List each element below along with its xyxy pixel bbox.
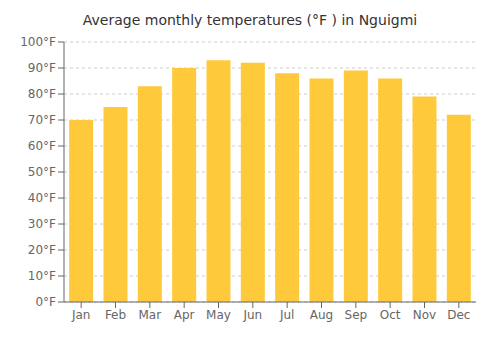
svg-text:60°F: 60°F [28,139,56,153]
svg-text:10°F: 10°F [28,269,56,283]
svg-text:100°F: 100°F [20,35,56,49]
svg-text:Dec: Dec [447,308,470,322]
svg-text:Feb: Feb [105,308,126,322]
svg-text:40°F: 40°F [28,191,56,205]
svg-text:0°F: 0°F [35,295,56,309]
svg-text:70°F: 70°F [28,113,56,127]
html-text:Average monthly temperatures (: Average monthly temperatures (°F ) in Ng… [82,12,418,28]
svg-text:30°F: 30°F [28,217,56,231]
svg-text:Aug: Aug [310,308,333,322]
svg-text:Sep: Sep [345,308,368,322]
svg-text:Jun: Jun [242,308,262,322]
svg-text:80°F: 80°F [28,87,56,101]
svg-text:Oct: Oct [380,308,401,322]
svg-text:Mar: Mar [139,308,162,322]
svg-text:May: May [206,308,231,322]
svg-text:Apr: Apr [174,308,195,322]
svg-text:Jan: Jan [71,308,91,322]
svg-text:Nov: Nov [413,308,436,322]
svg-text:20°F: 20°F [28,243,56,257]
svg-text:90°F: 90°F [28,61,56,75]
svg-text:Jul: Jul [279,308,294,322]
svg-text:50°F: 50°F [28,165,56,179]
